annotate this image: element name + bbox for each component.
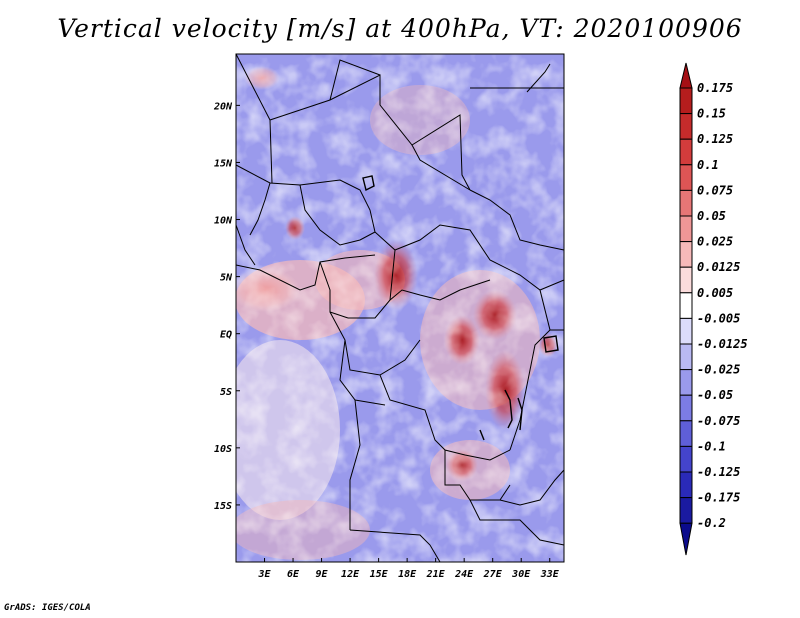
colorbar-swatch: [679, 445, 693, 473]
colorbar-swatch: [679, 369, 693, 396]
colorbar-label: 0.1: [697, 158, 719, 172]
colorbar-label: -0.175: [697, 491, 740, 505]
colorbar-swatch: [679, 420, 693, 447]
colorbar-label: -0.005: [697, 311, 740, 325]
colorbar-label: 0.15: [697, 107, 726, 121]
colorbar-label: 0.05: [697, 209, 726, 223]
colorbar-swatch: [679, 241, 693, 268]
lat-tick-label: EQ: [220, 330, 232, 341]
lat-tick-label: 20N: [213, 101, 233, 112]
velocity-field: [236, 54, 564, 562]
lon-tick-label: 12E: [341, 569, 360, 580]
colorbar-label: 0.0125: [697, 260, 740, 274]
lat-tick-label: 10N: [214, 216, 233, 227]
colorbar-label: -0.1: [697, 439, 726, 453]
lat-tick-label: 10S: [214, 444, 232, 455]
colorbar-label: -0.2: [697, 516, 726, 530]
colorbar-top-triangle: [679, 62, 693, 89]
lon-tick-label: 21E: [426, 569, 446, 580]
lon-tick-label: 33E: [540, 569, 560, 580]
lat-tick-label: 5N: [220, 273, 233, 284]
colorbar: 0.175 0.15 0.125 0.1 0.075 0.05 0.025 0.0125 0.0…: [679, 62, 748, 556]
colorbar-label: -0.025: [697, 363, 740, 377]
grads-credit: GrADS: IGES/COLA: [4, 603, 91, 613]
colorbar-swatch: [679, 394, 693, 422]
colorbar-swatch: [679, 164, 693, 191]
colorbar-label: 0.005: [697, 286, 733, 300]
colorbar-label: 0.125: [697, 132, 733, 146]
colorbar-swatch: [679, 497, 693, 524]
latitude-axis: 20N 15N 10N 5N EQ 5S 10S 15S: [213, 101, 240, 512]
lon-tick-label: 9E: [316, 569, 329, 580]
colorbar-label: 0.175: [697, 81, 733, 95]
colorbar-swatch: [679, 87, 693, 115]
lat-tick-label: 5S: [220, 387, 232, 398]
colorbar-label: -0.05: [697, 388, 733, 402]
colorbar-swatch: [679, 215, 693, 243]
lon-tick-label: 15E: [370, 569, 389, 580]
colorbar-label: 0.075: [697, 183, 733, 197]
colorbar-swatch: [679, 317, 693, 345]
chart-title: Vertical velocity [m/s] at 400hPa, VT: 2…: [57, 14, 743, 43]
lon-tick-label: 6E: [287, 569, 300, 580]
colorbar-swatch: [679, 471, 693, 499]
lon-tick-label: 30E: [511, 569, 531, 580]
colorbar-label: 0.025: [697, 235, 733, 249]
lat-tick-label: 15N: [214, 158, 233, 169]
lon-tick-label: 3E: [257, 569, 271, 580]
colorbar-bottom-triangle: [679, 522, 693, 556]
colorbar-swatch: [679, 138, 693, 166]
colorbar-swatch: [679, 292, 693, 319]
colorbar-label: -0.075: [697, 414, 740, 428]
lon-tick-label: 18E: [398, 569, 417, 580]
lat-tick-label: 15S: [214, 501, 232, 512]
colorbar-label: -0.0125: [697, 337, 748, 351]
colorbar-label: -0.125: [697, 465, 740, 479]
lon-tick-label: 27E: [483, 569, 503, 580]
plot-frame: [235, 53, 565, 563]
longitude-axis: 3E 6E 9E 12E 15E 18E 21E 24E 27E 30E 33E: [257, 558, 560, 580]
colorbar-swatch: [679, 343, 693, 371]
lon-tick-label: 24E: [454, 569, 474, 580]
country-borders: [235, 53, 565, 563]
colorbar-swatch: [679, 266, 693, 294]
colorbar-swatch: [679, 189, 693, 217]
colorbar-swatch: [679, 113, 693, 140]
lakes: [362, 175, 559, 441]
